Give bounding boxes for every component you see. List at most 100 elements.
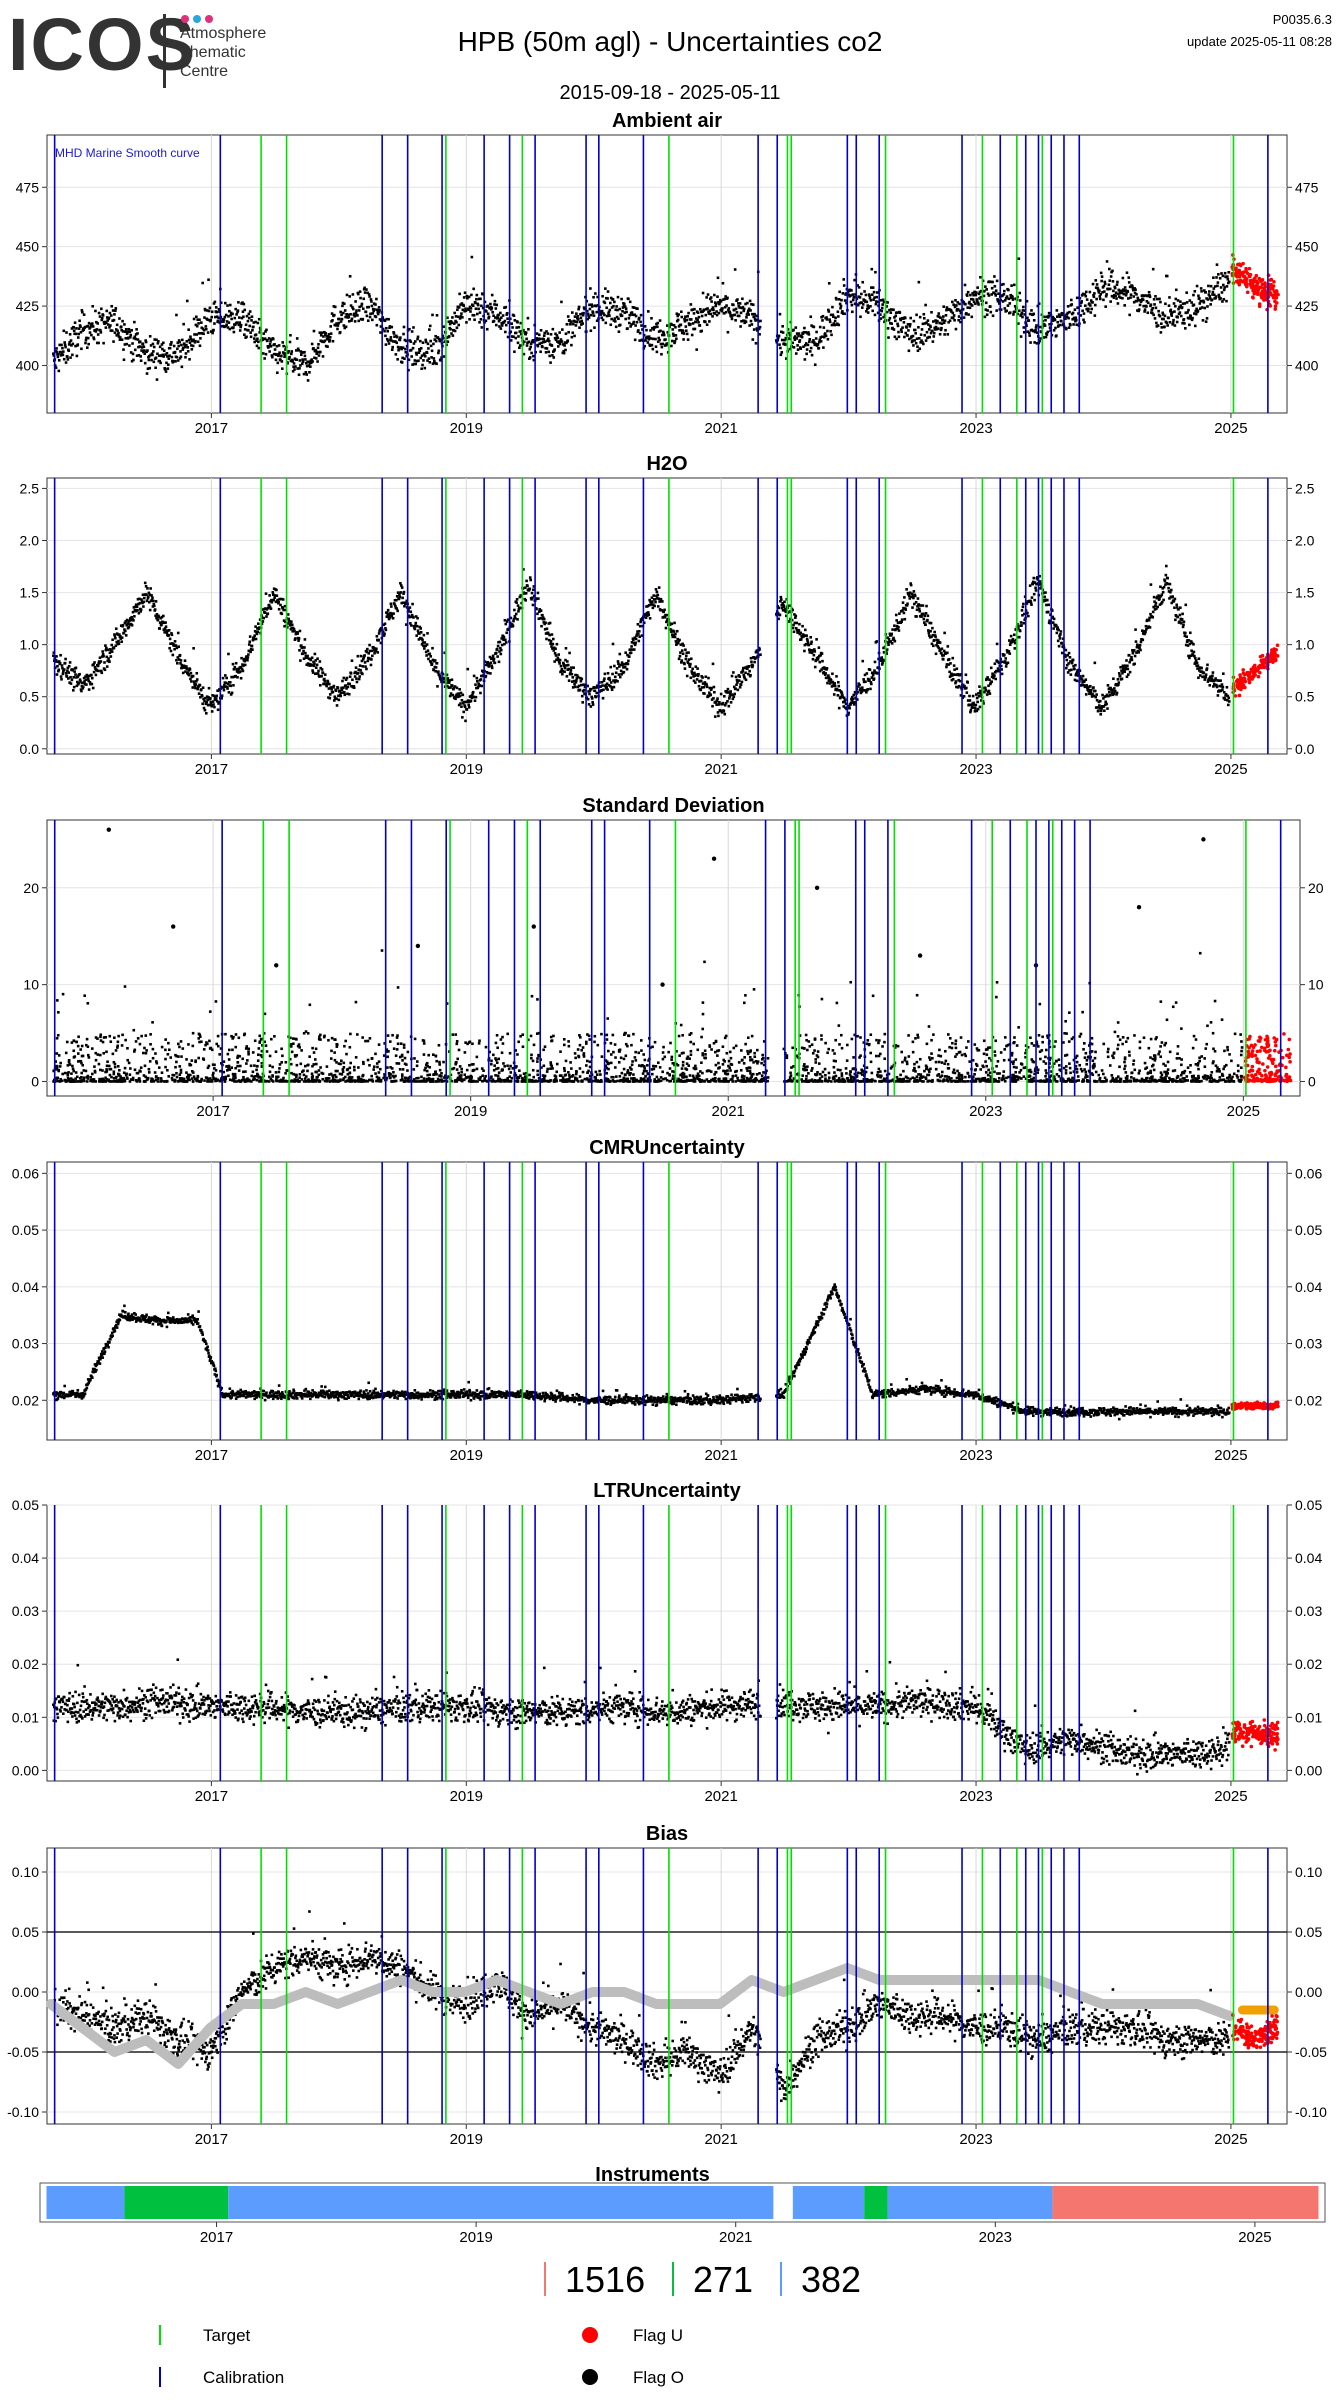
data-point bbox=[806, 639, 809, 642]
data-point bbox=[647, 613, 651, 617]
data-point bbox=[618, 323, 622, 327]
data-point bbox=[548, 343, 552, 346]
data-point bbox=[159, 616, 162, 620]
data-point bbox=[911, 334, 915, 338]
data-point bbox=[351, 678, 354, 682]
data-point bbox=[904, 608, 908, 611]
data-point bbox=[133, 335, 137, 339]
data-point bbox=[268, 594, 271, 597]
data-point bbox=[1167, 304, 1171, 307]
data-point bbox=[1183, 322, 1186, 325]
data-point bbox=[983, 690, 986, 694]
data-point bbox=[1190, 301, 1193, 304]
data-point bbox=[841, 700, 845, 704]
data-point bbox=[1100, 279, 1103, 283]
data-point bbox=[269, 340, 272, 343]
data-point bbox=[432, 342, 435, 346]
data-point bbox=[512, 617, 516, 621]
data-point bbox=[882, 300, 886, 304]
data-point bbox=[246, 319, 250, 323]
data-point bbox=[129, 351, 133, 354]
data-point bbox=[933, 630, 936, 634]
data-point bbox=[105, 321, 108, 324]
data-point bbox=[637, 316, 641, 320]
data-point bbox=[466, 667, 470, 671]
data-point bbox=[553, 336, 557, 340]
data-point bbox=[994, 669, 998, 673]
data-point bbox=[610, 306, 614, 309]
data-point bbox=[610, 686, 613, 689]
data-point bbox=[314, 348, 318, 352]
data-point bbox=[449, 692, 453, 695]
data-point bbox=[631, 306, 635, 309]
data-point bbox=[143, 581, 147, 585]
data-point bbox=[66, 666, 70, 670]
data-point bbox=[304, 361, 308, 365]
data-point bbox=[709, 693, 713, 697]
data-point bbox=[923, 322, 927, 325]
data-point bbox=[651, 603, 655, 606]
data-point bbox=[175, 355, 179, 359]
data-point bbox=[572, 319, 576, 323]
data-point bbox=[674, 640, 678, 643]
data-point bbox=[808, 648, 812, 652]
data-point bbox=[242, 302, 246, 306]
data-point bbox=[791, 608, 794, 612]
data-point bbox=[872, 290, 876, 294]
data-point bbox=[1124, 293, 1128, 297]
data-point bbox=[369, 663, 373, 667]
data-point bbox=[474, 301, 477, 305]
data-point bbox=[365, 288, 368, 291]
data-point bbox=[1140, 299, 1143, 302]
data-point bbox=[401, 346, 405, 349]
data-point bbox=[832, 315, 835, 318]
data-point bbox=[312, 329, 316, 333]
data-point bbox=[660, 345, 664, 349]
data-point bbox=[370, 649, 374, 653]
data-point bbox=[536, 344, 540, 348]
data-point bbox=[469, 699, 473, 703]
data-point bbox=[721, 701, 725, 705]
data-point bbox=[732, 685, 736, 689]
data-point bbox=[206, 318, 209, 322]
data-point bbox=[358, 675, 361, 678]
data-point bbox=[586, 684, 589, 688]
data-point bbox=[744, 671, 747, 675]
data-point bbox=[367, 305, 371, 309]
data-point bbox=[360, 659, 364, 663]
data-point bbox=[826, 337, 830, 341]
data-point bbox=[248, 635, 252, 638]
data-point bbox=[73, 670, 76, 673]
data-point bbox=[540, 341, 543, 345]
data-point bbox=[281, 598, 285, 601]
data-point bbox=[514, 336, 518, 340]
data-point bbox=[742, 319, 745, 322]
data-point bbox=[616, 660, 620, 663]
data-point bbox=[469, 307, 473, 310]
data-point bbox=[954, 298, 957, 302]
data-point bbox=[396, 591, 400, 594]
data-point bbox=[938, 321, 941, 325]
data-point bbox=[843, 299, 847, 302]
data-point bbox=[289, 333, 292, 337]
data-point bbox=[311, 669, 314, 672]
data-point bbox=[556, 340, 559, 343]
data-point bbox=[502, 638, 505, 642]
data-point bbox=[420, 367, 423, 371]
data-point bbox=[151, 353, 154, 357]
data-point bbox=[1221, 274, 1225, 278]
data-point bbox=[181, 346, 185, 350]
data-point bbox=[794, 626, 798, 630]
data-point bbox=[1022, 621, 1026, 625]
data-point bbox=[842, 278, 846, 281]
data-point bbox=[718, 300, 722, 304]
data-point bbox=[628, 313, 632, 317]
data-point bbox=[524, 331, 528, 335]
data-point bbox=[462, 304, 466, 308]
x-tick-label: 2025 bbox=[1214, 420, 1247, 437]
data-point bbox=[72, 685, 76, 689]
data-point bbox=[799, 347, 803, 350]
data-point bbox=[1128, 285, 1132, 289]
data-point bbox=[851, 701, 855, 704]
data-point bbox=[870, 676, 874, 679]
